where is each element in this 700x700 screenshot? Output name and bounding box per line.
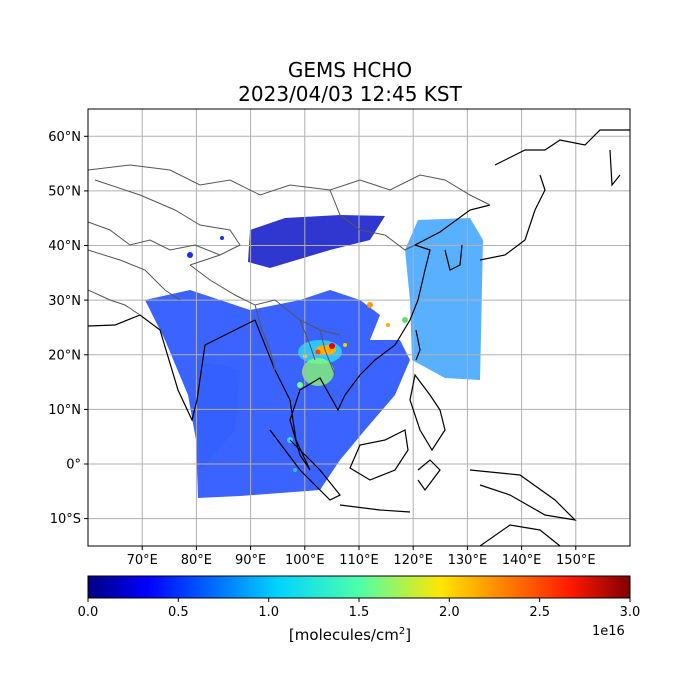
hcho-swath-central xyxy=(145,290,410,498)
hcho-hotspot-indochina xyxy=(298,340,347,386)
chart-title-line2: 2023/04/03 12:45 KST xyxy=(238,82,462,106)
colorbar-tick-label: 2.0 xyxy=(439,605,460,620)
colorbar-tick-label: 1.5 xyxy=(349,605,370,620)
colorbar-exponent-label: 1e16 xyxy=(592,624,625,639)
coastline-australia-north xyxy=(479,524,561,546)
colorbar-tick-labels: 0.0 0.5 1.0 1.5 2.0 2.5 3.0 xyxy=(78,605,641,620)
coastline-indian-subcontinent xyxy=(88,314,256,422)
colorbar-tick-label: 1.0 xyxy=(258,605,279,620)
hcho-speckles xyxy=(187,236,408,472)
lat-tick-label: 40°N xyxy=(48,239,81,254)
colorbar-tick-label: 0.0 xyxy=(78,605,99,620)
lon-tick-label: 90°E xyxy=(235,553,266,568)
lat-tick-labels: 60°N 50°N 40°N 30°N 20°N 10°N 0° 10°S xyxy=(48,130,81,527)
lat-tick-label: 10°S xyxy=(50,512,81,527)
coastline-sulawesi-newguinea xyxy=(417,459,577,521)
lon-tick-label: 120°E xyxy=(393,553,433,568)
lon-tick-label: 150°E xyxy=(556,553,596,568)
hcho-swath-north xyxy=(248,215,385,268)
lon-tick-label: 110°E xyxy=(339,553,379,568)
lon-tick-label: 130°E xyxy=(448,553,488,568)
lat-tick-label: 60°N xyxy=(48,130,81,145)
grid-lines xyxy=(88,109,630,546)
coastline-russia-east xyxy=(494,129,630,187)
hcho-swath-east xyxy=(405,218,483,380)
lat-tick-label: 30°N xyxy=(48,294,81,309)
lat-tick-label: 20°N xyxy=(48,349,81,364)
coastline-taiwan-philippines xyxy=(409,329,446,452)
colorbar-tick-label: 0.5 xyxy=(168,605,189,620)
coastlines xyxy=(88,129,630,546)
coastline-southeast-asia xyxy=(254,204,491,471)
country-borders xyxy=(88,164,491,376)
colorbar-tick-label: 2.5 xyxy=(529,605,550,620)
coastline-sumatra-java xyxy=(269,429,411,513)
coastline-borneo xyxy=(349,429,409,481)
hcho-swath-southwest xyxy=(195,360,240,470)
coastline-korea-japan xyxy=(444,174,546,271)
lat-tick-label: 10°N xyxy=(48,403,81,418)
colorbar-unit-label: [molecules/cm2] xyxy=(288,626,412,644)
lon-tick-label: 80°E xyxy=(181,553,212,568)
chart-title-line1: GEMS HCHO xyxy=(287,58,413,82)
colorbar xyxy=(87,575,631,599)
colorbar-tick-label: 3.0 xyxy=(620,605,641,620)
lat-tick-label: 0° xyxy=(66,458,81,473)
lon-tick-label: 140°E xyxy=(502,553,542,568)
lon-tick-label: 70°E xyxy=(127,553,158,568)
lon-tick-labels: 70°E 80°E 90°E 100°E 110°E 120°E 130°E 1… xyxy=(127,553,596,568)
lat-tick-label: 50°N xyxy=(48,185,81,200)
lon-tick-label: 100°E xyxy=(285,553,325,568)
